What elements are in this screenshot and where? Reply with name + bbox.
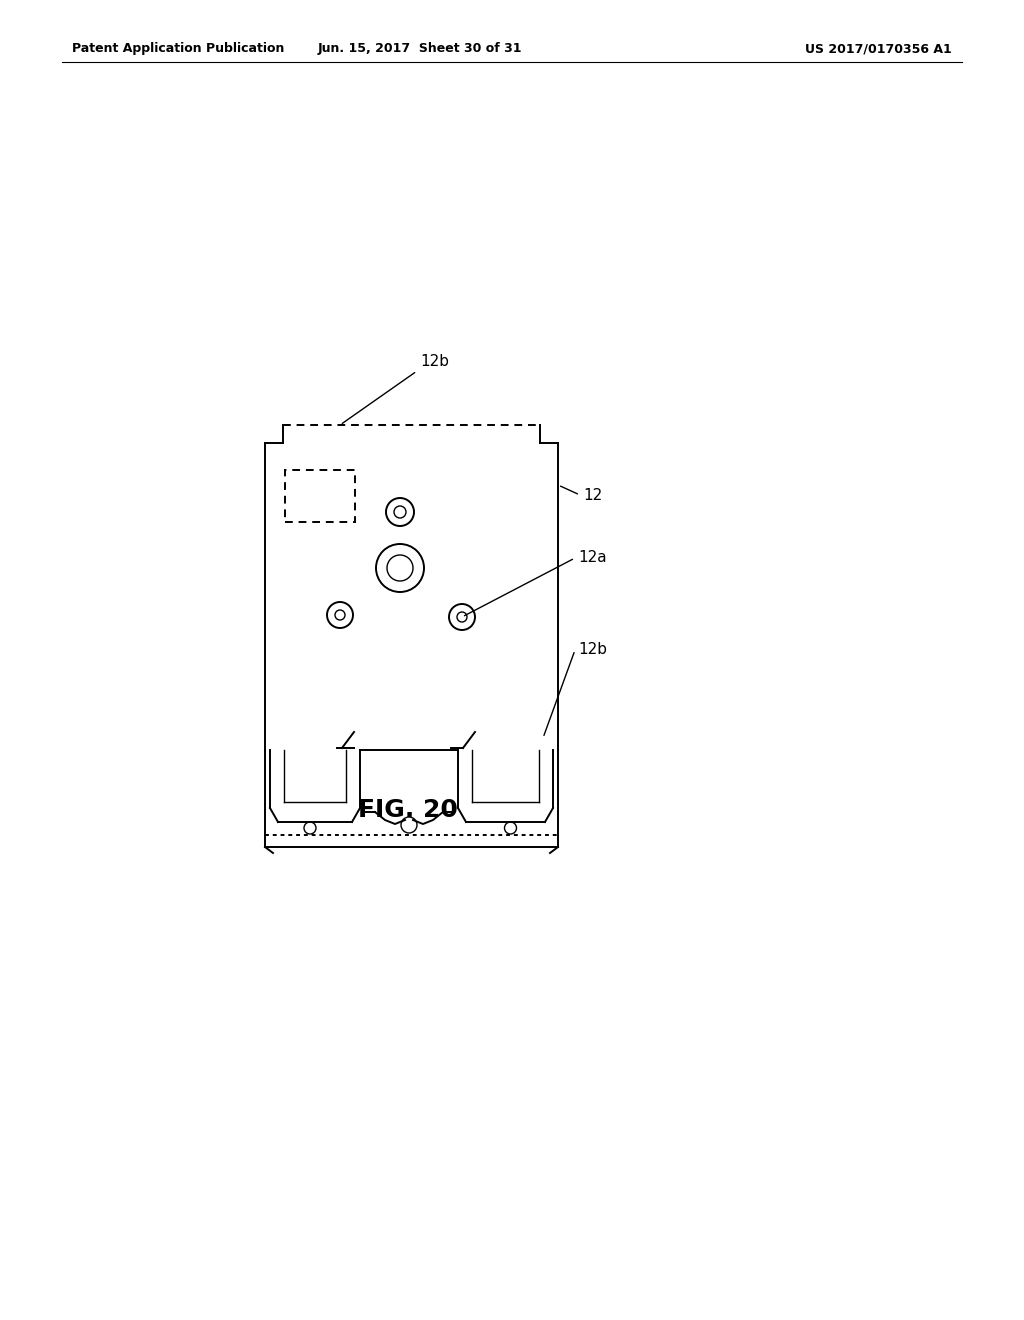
- Text: 12b: 12b: [578, 643, 607, 657]
- Text: 12b: 12b: [420, 354, 449, 370]
- Text: Patent Application Publication: Patent Application Publication: [72, 42, 285, 55]
- Text: 12: 12: [583, 487, 602, 503]
- Text: FIG. 20: FIG. 20: [358, 799, 458, 822]
- Text: US 2017/0170356 A1: US 2017/0170356 A1: [805, 42, 952, 55]
- Text: 12a: 12a: [578, 550, 606, 565]
- Bar: [285, 470, 355, 521]
- Text: Jun. 15, 2017  Sheet 30 of 31: Jun. 15, 2017 Sheet 30 of 31: [317, 42, 522, 55]
